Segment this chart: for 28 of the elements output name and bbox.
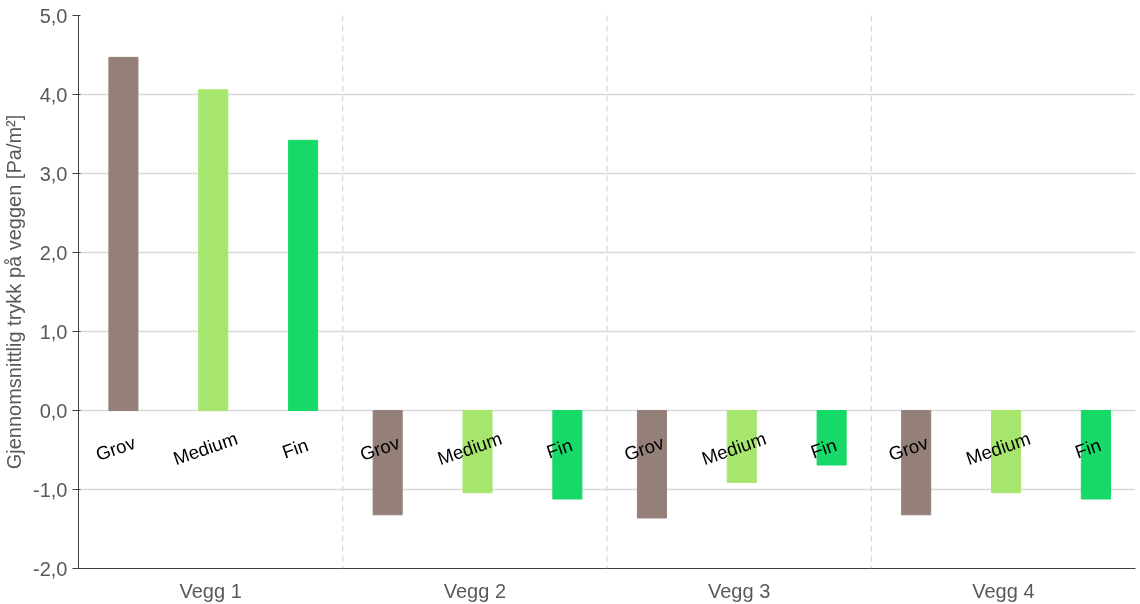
bar	[288, 139, 319, 411]
x-tick-label: Vegg 4	[972, 579, 1035, 602]
text: Medium	[963, 427, 1033, 470]
series-label: Grov	[621, 431, 668, 465]
text: Fin	[543, 434, 576, 463]
text: Fin	[279, 434, 311, 463]
series-label: Fin	[808, 434, 840, 463]
y-tick-label: -1,0	[33, 478, 68, 501]
text: Grov	[92, 431, 139, 465]
y-tick-label: -2,0	[33, 557, 68, 580]
y-tick-label: 1,0	[39, 320, 68, 343]
y-tick-label: 4,0	[39, 83, 68, 106]
y-tick-label: 3,0	[39, 162, 68, 185]
y-axis-title: Gjennomsnittlig trykk på veggen [Pa/m²]	[3, 114, 26, 470]
text: Grov	[885, 431, 931, 465]
text: Medium	[434, 427, 505, 470]
text: Grov	[357, 431, 403, 465]
bar	[108, 56, 139, 411]
text: Medium	[170, 427, 241, 470]
series-label: Medium	[699, 427, 769, 470]
y-tick-label: 5,0	[39, 4, 68, 27]
x-tick-label: Vegg 3	[707, 579, 771, 602]
y-tick-label: 2,0	[39, 241, 68, 264]
x-tick-label: Vegg 2	[443, 579, 507, 602]
bar	[198, 89, 229, 411]
text: Fin	[1072, 434, 1104, 463]
y-tick-label: 0,0	[39, 399, 68, 422]
x-tick-label: Vegg 1	[179, 579, 242, 602]
